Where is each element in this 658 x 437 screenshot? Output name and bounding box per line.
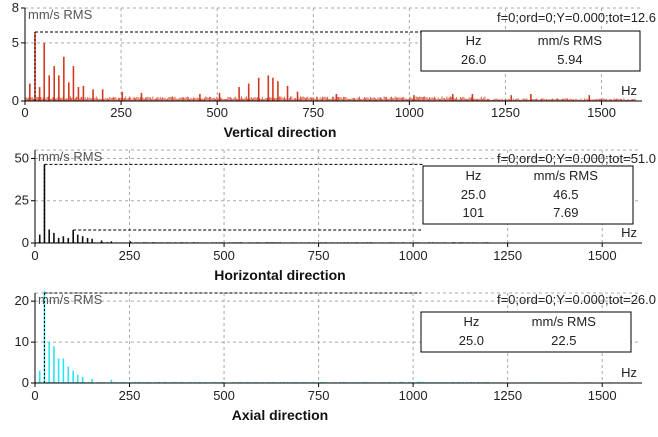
x-tick-label: 1000 — [399, 388, 428, 403]
cursor-table-box — [420, 30, 641, 72]
y-tick-label: 0 — [12, 93, 19, 108]
y-tick-label: 5 — [12, 35, 19, 50]
x-tick-label: 750 — [308, 388, 330, 403]
status-readout: f=0;ord=0;Y=0.000;tot=51.0 — [497, 151, 656, 166]
chart-panel-3: 0 250 500 750 1000 1250 1500 0 10 20 mm/s RMS Hz f=0… — [15, 290, 656, 423]
table-cell-rms: 46.5 — [553, 187, 578, 202]
table-header-hz: Hz — [465, 168, 481, 183]
table-header-hz: Hz — [463, 314, 479, 329]
y-axis-unit-label: mm/s RMS — [38, 149, 103, 164]
x-tick-label: 750 — [308, 248, 330, 263]
x-tick-label: 1250 — [493, 248, 522, 263]
table-cell-hz: 25.0 — [459, 333, 484, 348]
y-tick-label: 0 — [22, 235, 29, 250]
x-tick-label: 1000 — [395, 105, 424, 120]
y-axis-unit-label: mm/s RMS — [28, 7, 93, 22]
x-tick-label: 250 — [119, 248, 141, 263]
cursor-table: Hz mm/s RMS 25.0 46.5 101 7.69 — [422, 165, 634, 225]
x-tick-label: 500 — [213, 248, 235, 263]
x-tick-label: 1500 — [588, 248, 617, 263]
chart-panel-1: 0 250 500 750 1000 1250 1500 0 5 8 mm/s RMS Hz f=0;o… — [12, 0, 656, 140]
x-tick-label: 0 — [31, 248, 38, 263]
y-tick-label: 25 — [15, 193, 29, 208]
x-tick-label: 250 — [119, 388, 141, 403]
status-readout: f=0;ord=0;Y=0.000;tot=26.0 — [497, 292, 656, 307]
x-tick-label: 1250 — [493, 388, 522, 403]
x-axis-unit-label: Hz — [621, 83, 637, 98]
y-axis-unit-label: mm/s RMS — [38, 292, 103, 307]
chart-title: Axial direction — [232, 407, 328, 423]
table-cell-rms: 22.5 — [551, 333, 576, 348]
table-header-hz: Hz — [466, 33, 482, 48]
table-cell-rms: 7.69 — [553, 205, 578, 220]
x-axis-unit-label: Hz — [621, 365, 637, 380]
table-cell-rms: 5.94 — [557, 52, 582, 67]
y-tick-label: 8 — [12, 0, 19, 15]
x-tick-label: 1000 — [399, 248, 428, 263]
chart-title: Horizontal direction — [214, 267, 345, 283]
table-header-rms: mm/s RMS — [538, 33, 603, 48]
x-axis-unit-label: Hz — [621, 225, 637, 240]
x-tick-label: 1500 — [587, 105, 616, 120]
x-tick-label: 750 — [302, 105, 324, 120]
x-tick-label: 250 — [110, 105, 132, 120]
x-tick-label: 500 — [206, 105, 228, 120]
spectrum-noise — [25, 96, 636, 101]
y-tick-label: 10 — [15, 334, 29, 349]
cursor-table: Hz mm/s RMS 25.0 22.5 — [420, 311, 632, 353]
chart-panel-2: 0 250 500 750 1000 1250 1500 0 25 50 mm/s RMS Hz f=0… — [15, 149, 656, 283]
cursor-table: Hz mm/s RMS 26.0 5.94 — [420, 30, 641, 72]
x-tick-label: 0 — [31, 388, 38, 403]
table-cell-hz: 25.0 — [461, 187, 486, 202]
x-tick-label: 0 — [21, 105, 28, 120]
table-header-rms: mm/s RMS — [534, 168, 599, 183]
y-tick-label: 0 — [22, 375, 29, 390]
x-tick-label: 1500 — [588, 388, 617, 403]
y-tick-label: 50 — [15, 150, 29, 165]
cursor-table-box — [422, 165, 634, 225]
cursor-table-box — [420, 311, 632, 353]
table-header-rms: mm/s RMS — [532, 314, 597, 329]
y-tick-label: 20 — [15, 293, 29, 308]
table-cell-hz: 26.0 — [461, 52, 486, 67]
x-tick-label: 500 — [213, 388, 235, 403]
chart-title: Vertical direction — [224, 124, 337, 140]
status-readout: f=0;ord=0;Y=0.000;tot=12.6 — [497, 10, 656, 25]
table-cell-hz: 101 — [463, 205, 485, 220]
x-tick-label: 1250 — [491, 105, 520, 120]
